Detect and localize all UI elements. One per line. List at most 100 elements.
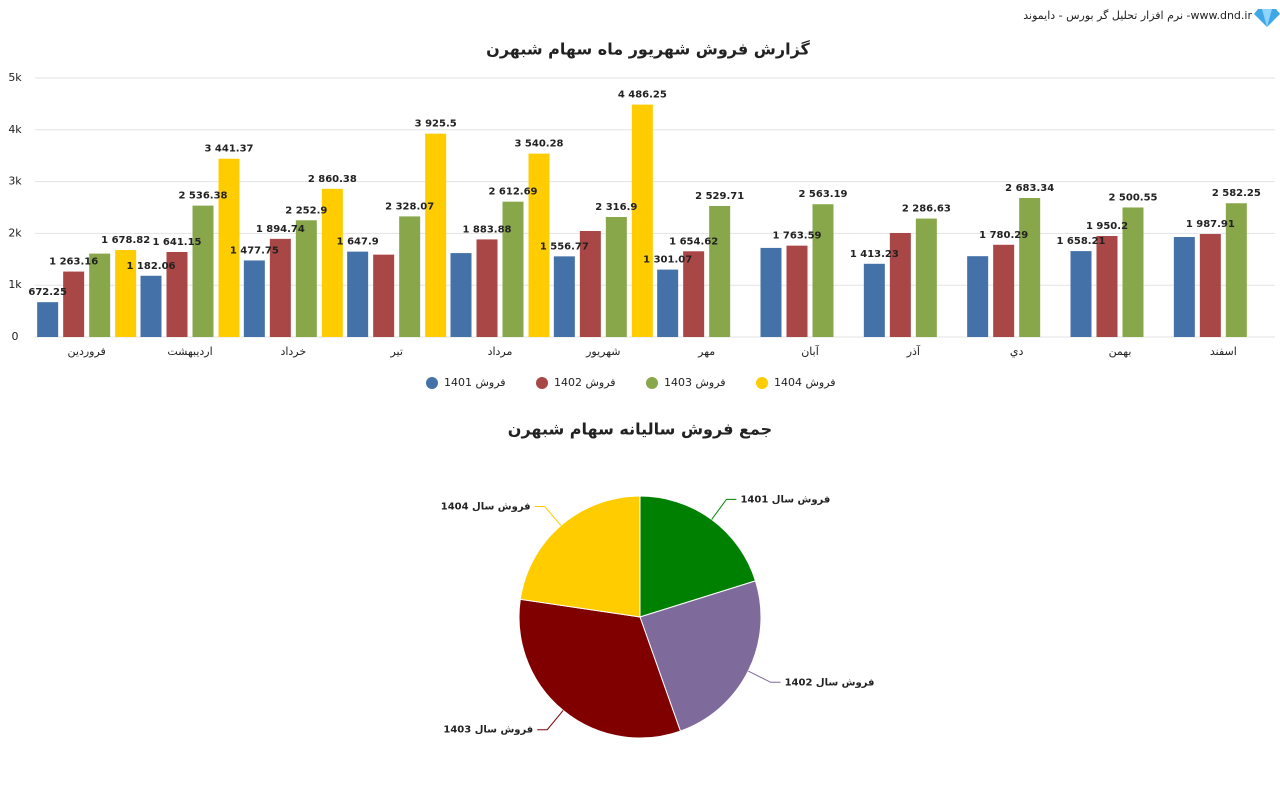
value-label: 1 182.06 [126, 261, 175, 272]
leader-line [534, 505, 562, 526]
bar [192, 205, 214, 337]
bar [967, 256, 989, 337]
x-tick-label: آذر [906, 344, 921, 358]
bar [425, 133, 447, 337]
slice-label: فروش سال 1404 [441, 501, 531, 512]
bar [399, 216, 421, 337]
chart-title: گزارش فروش شهریور ماه سهام شبهرن [486, 40, 810, 59]
bar [63, 271, 85, 337]
legend-swatch [646, 377, 658, 389]
value-label: 672.25 [28, 287, 67, 298]
bar [373, 254, 395, 337]
leader-line [711, 498, 737, 520]
value-label: 2 252.9 [285, 205, 327, 216]
y-tick-label: 4k [8, 123, 22, 136]
legend-label: فروش 1401 [444, 376, 506, 389]
bar [295, 220, 317, 337]
x-tick-label: اردیبهشت [167, 345, 212, 358]
value-label: 2 529.71 [695, 191, 744, 202]
pie-slice [518, 598, 682, 739]
y-tick-label: 0 [12, 330, 19, 343]
value-label: 1 263.16 [49, 257, 98, 268]
y-tick-label: 1k [8, 278, 22, 291]
legend-swatch [536, 377, 548, 389]
x-tick-label: مهر [697, 345, 715, 358]
y-tick-label: 2k [8, 226, 22, 239]
value-label: 2 612.69 [488, 187, 537, 198]
leader-line [537, 710, 564, 731]
x-tick-label: بهمن [1109, 345, 1132, 358]
value-label: 2 328.07 [385, 201, 434, 212]
bar [709, 205, 731, 337]
bar [37, 302, 59, 337]
value-label: 2 683.34 [1005, 183, 1054, 194]
y-tick-label: 3k [8, 175, 22, 188]
bar [657, 269, 679, 337]
bar [915, 218, 937, 337]
bar [631, 104, 653, 338]
bar [502, 201, 524, 337]
x-tick-label: شهریور [585, 345, 620, 358]
bar [269, 238, 291, 337]
value-label: 3 925.5 [415, 119, 457, 130]
bar [1070, 251, 1092, 337]
x-tick-label: اسفند [1210, 345, 1237, 358]
value-label: 2 563.19 [798, 189, 847, 200]
legend-label: فروش 1402 [554, 376, 616, 389]
pie-slice [639, 495, 757, 618]
bar [166, 251, 188, 337]
y-tick-label: 5k [8, 71, 22, 84]
bar [450, 253, 472, 337]
bar [605, 216, 627, 337]
bar [476, 239, 498, 337]
bar [993, 244, 1015, 337]
slice-label: فروش سال 1403 [443, 725, 533, 736]
x-tick-label: تیر [389, 345, 402, 358]
value-label: 2 536.38 [178, 191, 227, 202]
value-label: 2 316.9 [595, 202, 637, 213]
bar [218, 158, 240, 337]
bar [1019, 198, 1041, 337]
value-label: 1 883.88 [462, 224, 511, 235]
value-label: 1 658.21 [1056, 236, 1105, 247]
value-label: 2 860.38 [308, 174, 357, 185]
x-tick-label: دي [1010, 345, 1024, 358]
value-label: 1 950.2 [1086, 221, 1128, 232]
value-label: 1 678.82 [101, 235, 150, 246]
value-label: 1 556.77 [540, 241, 589, 252]
pie-title: جمع فروش سالیانه سهام شبهرن [508, 420, 772, 439]
legend-label: فروش 1403 [664, 376, 726, 389]
value-label: 1 654.62 [669, 236, 718, 247]
pie-slice [639, 580, 762, 732]
value-label: 4 486.25 [618, 90, 667, 101]
slice-label: فروش سال 1401 [740, 494, 830, 505]
value-label: 3 540.28 [514, 139, 563, 150]
bar [786, 245, 808, 337]
x-tick-label: خرداد [280, 345, 306, 358]
value-label: 1 647.9 [337, 237, 379, 248]
value-label: 2 286.63 [902, 204, 951, 215]
bar [579, 231, 601, 337]
bar [1173, 237, 1195, 337]
value-label: 1 413.23 [850, 249, 899, 260]
value-label: 1 780.29 [979, 230, 1028, 241]
bar [89, 253, 111, 337]
value-label: 2 500.55 [1108, 192, 1157, 203]
bar [683, 251, 705, 337]
bar [889, 232, 911, 337]
bar [347, 251, 369, 337]
value-label: 1 477.75 [230, 245, 279, 256]
bar [760, 247, 782, 337]
legend-swatch [426, 377, 438, 389]
bar [1199, 234, 1221, 337]
value-label: 1 641.15 [152, 237, 201, 248]
legend-swatch [756, 377, 768, 389]
bar [140, 275, 162, 337]
x-tick-label: مرداد [488, 345, 513, 358]
bar [1225, 203, 1247, 337]
header-text: نرم افزار تحلیل گر بورس - دایموند -www.d… [1023, 9, 1252, 22]
logo [1254, 9, 1280, 27]
value-label: 1 894.74 [256, 224, 305, 235]
